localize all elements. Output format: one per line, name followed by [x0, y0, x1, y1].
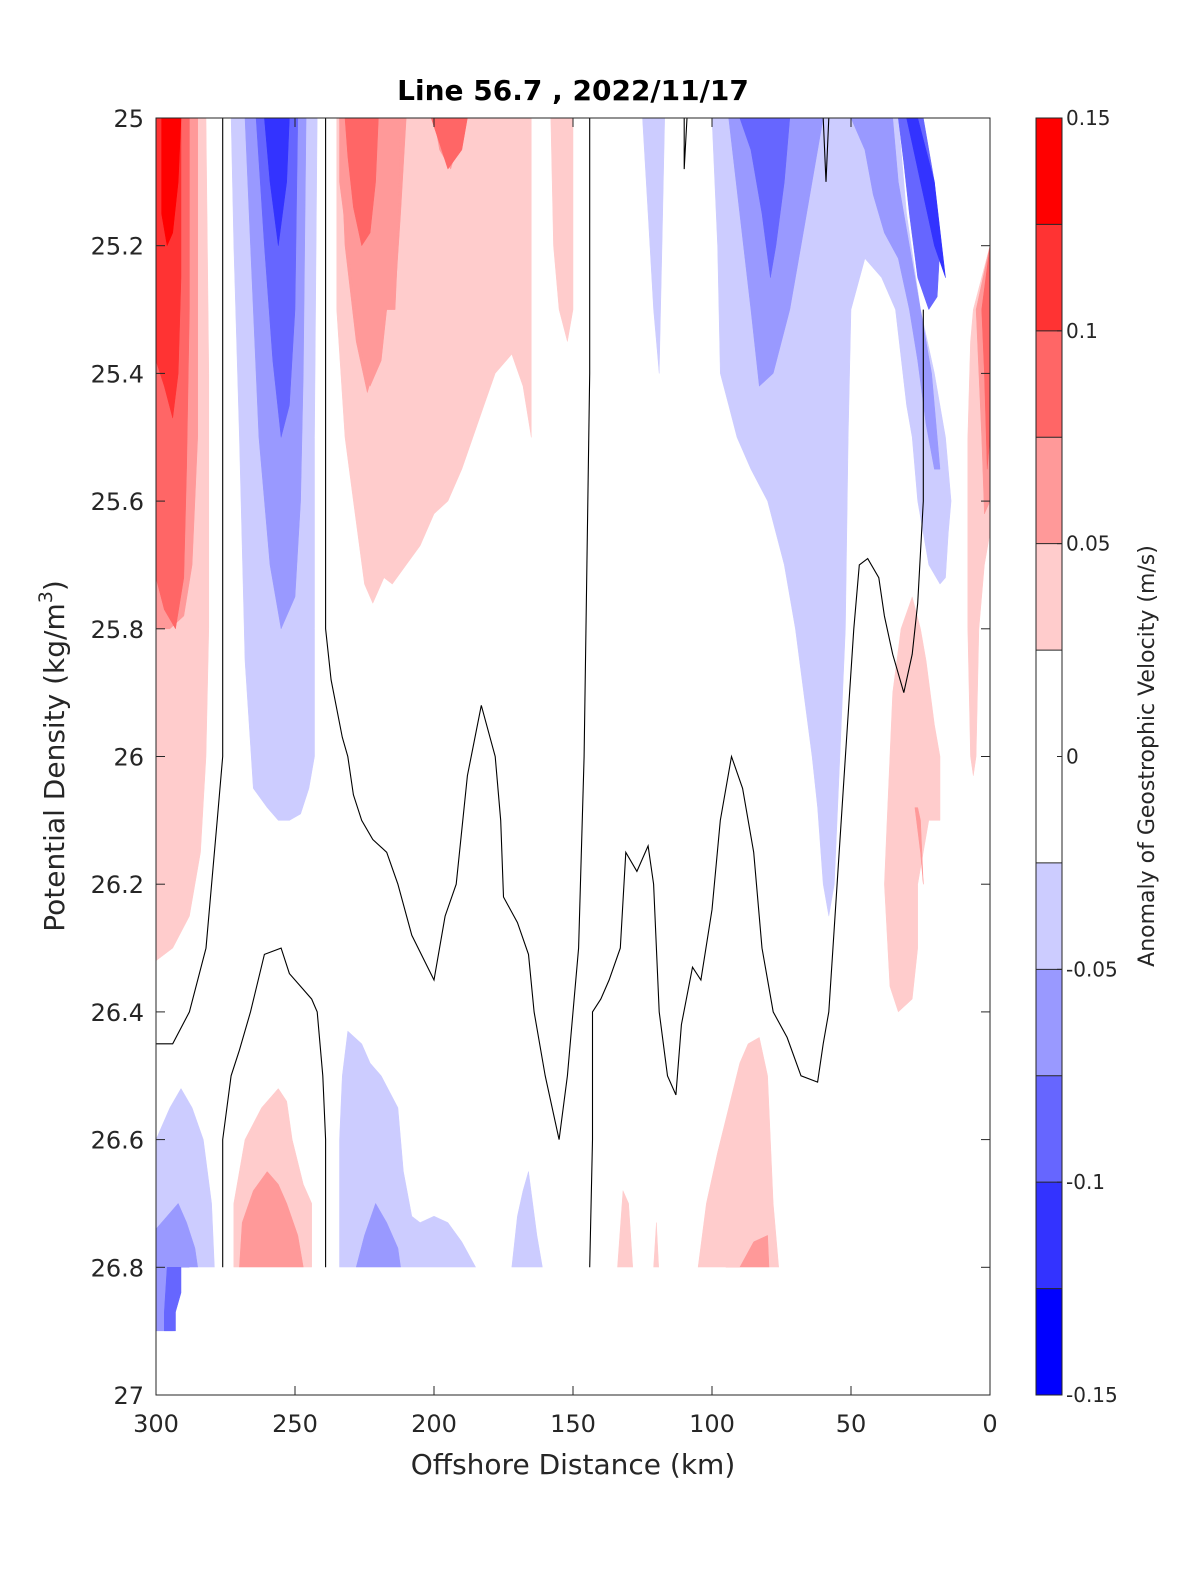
anomaly-fill-13: [430, 118, 468, 170]
anomaly-fill-7: [255, 118, 299, 438]
zero-contour-line-3: [222, 947, 327, 1268]
colorbar-tick-label: -0.1: [1066, 1170, 1105, 1194]
x-tick-label: 0: [982, 1410, 997, 1438]
colorbar-label: Anomaly of Geostrophic Velocity (m/s): [1135, 545, 1160, 967]
chart-title: Line 56.7 , 2022/11/17: [397, 74, 749, 107]
x-tick-label: 100: [689, 1410, 735, 1438]
anomaly-fill-24: [914, 807, 924, 885]
y-tick-label: 26.2: [91, 871, 144, 899]
colorbar-band: [1036, 862, 1062, 970]
colorbar-ticks: 0.15 0.1 0.05 0 -0.05 -0.1 -0.15: [1057, 106, 1118, 1407]
x-tick-label: 200: [411, 1410, 457, 1438]
colorbar-band: [1036, 330, 1062, 438]
anomaly-fill-8: [264, 118, 290, 246]
anomaly-fill-19: [906, 118, 946, 278]
no-data-mask: [189, 1267, 990, 1395]
anomaly-fill-26: [156, 1202, 198, 1268]
x-axis-label: Offshore Distance (km): [411, 1448, 736, 1481]
anomaly-fill-23: [884, 596, 941, 1013]
colorbar-band: [1036, 1288, 1062, 1395]
colorbar-band: [1036, 1182, 1062, 1289]
colorbar-band: [1036, 1075, 1062, 1183]
colorbar-band: [1036, 224, 1062, 331]
anomaly-fill-16: [728, 118, 941, 470]
y-tick-label: 26.4: [91, 999, 144, 1027]
y-tick-label: 25.4: [91, 360, 144, 388]
colorbar-band: [1036, 437, 1062, 544]
y-tick-label: 26: [113, 744, 144, 772]
anomaly-fill-30: [239, 1171, 304, 1268]
colorbar-tick-label: 0.1: [1066, 319, 1098, 343]
y-tick-label: 26.8: [91, 1254, 144, 1282]
anomaly-fill-17: [739, 118, 791, 278]
anomaly-fill-31: [339, 1030, 477, 1268]
y-tick-label: 25.2: [91, 233, 144, 261]
y-axis: 25 25.2 25.4 25.6 25.8 26 26.2 26.4 26.6 26.8 27: [91, 105, 990, 1410]
zero-contour-lines: [156, 118, 924, 1268]
y-axis-label: Potential Density (kg/m3): [35, 580, 71, 932]
y-tick-label: 25.6: [91, 488, 144, 516]
anomaly-fill-4: [161, 118, 182, 247]
colorbar-tick-label: -0.15: [1066, 1383, 1118, 1407]
y-axis-label-text: Potential Density (kg/m: [38, 603, 71, 932]
colorbar-tick-label: 0: [1066, 745, 1079, 769]
x-tick-label: 300: [133, 1410, 179, 1438]
zero-contour-line-4: [683, 118, 688, 170]
colorbar-band: [1036, 543, 1062, 651]
x-tick-label: 250: [272, 1410, 318, 1438]
x-tick-label: 150: [550, 1410, 596, 1438]
colorbar-tick-label: -0.05: [1066, 957, 1118, 981]
y-tick-label: 27: [113, 1382, 144, 1410]
y-tick-label: 25: [113, 105, 144, 133]
colorbar: [1036, 118, 1062, 1396]
colorbar-band: [1036, 969, 1062, 1076]
zero-contour-line-5: [822, 118, 830, 182]
colorbar-band: [1036, 118, 1062, 225]
anomaly-fill-22: [981, 245, 990, 470]
zero-contour-line-1: [325, 118, 591, 1140]
y-axis-label-end: ): [38, 580, 71, 591]
colorbar-tick-label: 0.05: [1066, 532, 1111, 556]
y-tick-label: 26.6: [91, 1127, 144, 1155]
anomaly-fill-12: [344, 118, 379, 247]
colorbar-tick-label: 0.15: [1066, 106, 1111, 130]
anomaly-fill-14: [642, 118, 665, 374]
zero-contour-line-0: [156, 118, 224, 1045]
x-axis: 300 250 200 150 100 50 0: [133, 118, 998, 1438]
y-axis-label-superscript: 3: [35, 591, 57, 603]
plot-area: [156, 118, 990, 1395]
no-data-mask-left: [156, 1331, 190, 1395]
x-tick-label: 50: [836, 1410, 867, 1438]
y-tick-label: 25.8: [91, 616, 144, 644]
zero-contour-line-2: [589, 309, 924, 1268]
anomaly-fill-28: [164, 1267, 182, 1332]
